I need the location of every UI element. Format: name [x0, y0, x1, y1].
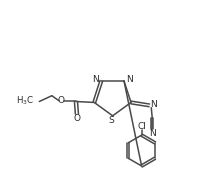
Text: S: S	[109, 116, 115, 125]
Text: N: N	[150, 100, 157, 109]
Text: H$_3$C: H$_3$C	[16, 95, 34, 107]
Text: O: O	[73, 114, 80, 123]
Text: N: N	[149, 129, 156, 138]
Text: Cl: Cl	[137, 123, 146, 131]
Text: N: N	[126, 75, 133, 84]
Text: O: O	[57, 96, 64, 105]
Text: N: N	[92, 75, 99, 84]
